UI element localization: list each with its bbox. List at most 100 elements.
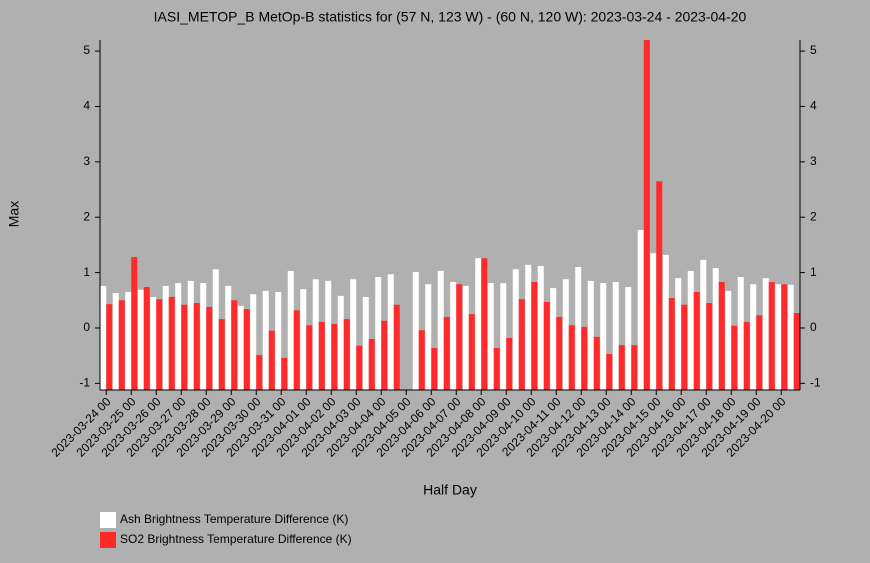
bar	[362, 296, 369, 390]
bar	[418, 330, 425, 390]
y2-tick-label: 0	[810, 320, 817, 334]
bar	[606, 354, 613, 390]
bar	[237, 305, 244, 390]
bar	[193, 303, 200, 390]
bar	[525, 264, 532, 390]
bar	[618, 345, 625, 390]
bar	[337, 295, 344, 390]
bar	[250, 294, 257, 390]
bar	[100, 285, 107, 390]
y-tick-label: -1	[79, 376, 90, 390]
bar	[437, 270, 444, 390]
bar	[393, 304, 400, 390]
bar	[537, 265, 544, 390]
bar	[318, 321, 325, 390]
y-axis-label: Max	[6, 201, 22, 227]
bar	[612, 282, 619, 390]
bar	[668, 298, 675, 390]
bar	[431, 347, 438, 390]
bar	[743, 321, 750, 390]
bar	[650, 253, 657, 390]
bar	[168, 296, 175, 390]
bar	[581, 326, 588, 390]
bar	[212, 269, 219, 390]
bar	[662, 254, 669, 390]
bar	[631, 345, 638, 390]
bar	[750, 284, 757, 390]
bar	[225, 285, 232, 390]
bar	[506, 337, 513, 390]
bar	[125, 291, 132, 390]
bar	[312, 279, 319, 390]
bar	[687, 270, 694, 390]
bar	[531, 282, 538, 390]
y2-tick-label: 1	[810, 265, 817, 279]
bar	[137, 289, 144, 390]
bar	[112, 293, 119, 390]
bar	[343, 319, 350, 390]
bar	[468, 314, 475, 390]
y2-tick-label: 2	[810, 209, 817, 223]
bar	[331, 324, 338, 390]
bar	[762, 278, 769, 390]
bar	[637, 229, 644, 390]
legend-label: Ash Brightness Temperature Difference (K…	[120, 512, 348, 526]
bar	[162, 285, 169, 390]
bar	[325, 280, 332, 390]
bar	[587, 280, 594, 390]
bar	[793, 313, 800, 390]
bar	[556, 316, 563, 390]
bar	[625, 286, 632, 390]
bar	[306, 325, 313, 390]
bar	[356, 345, 363, 390]
bar	[781, 284, 788, 390]
bar	[456, 284, 463, 390]
bar	[643, 40, 650, 390]
bar	[775, 284, 782, 390]
bar	[500, 283, 507, 390]
bar	[681, 304, 688, 390]
bar	[381, 320, 388, 390]
chart-title: IASI_METOP_B MetOp-B statistics for (57 …	[154, 9, 747, 25]
bar	[425, 284, 432, 390]
y2-tick-label: 3	[810, 154, 817, 168]
bar	[281, 357, 288, 390]
bar	[187, 280, 194, 390]
bar	[568, 325, 575, 390]
bar	[206, 306, 213, 390]
bar	[756, 315, 763, 390]
bar	[175, 283, 182, 390]
legend-swatch	[100, 532, 116, 548]
bar	[725, 290, 732, 390]
bar	[737, 277, 744, 390]
bar	[787, 284, 794, 390]
bar	[256, 355, 263, 390]
bar	[706, 303, 713, 390]
bar	[262, 290, 269, 390]
bar	[518, 299, 525, 390]
y2-tick-label: -1	[810, 376, 821, 390]
y-tick-label: 2	[83, 209, 90, 223]
bar	[231, 300, 238, 390]
bar	[487, 283, 494, 390]
bar	[287, 270, 294, 390]
bar	[181, 304, 188, 390]
bar	[106, 304, 113, 390]
legend-label: SO2 Brightness Temperature Difference (K…	[120, 532, 352, 546]
bar	[718, 282, 725, 390]
legend-swatch	[100, 512, 116, 528]
y-tick-label: 3	[83, 154, 90, 168]
bar	[600, 283, 607, 390]
bar	[387, 274, 394, 390]
bar	[118, 300, 125, 390]
bar	[131, 257, 138, 390]
bar	[562, 279, 569, 390]
bar	[575, 267, 582, 390]
bar	[593, 336, 600, 390]
bar	[550, 288, 557, 390]
y-tick-label: 0	[83, 320, 90, 334]
y-tick-label: 4	[83, 99, 90, 113]
bar	[293, 310, 300, 390]
